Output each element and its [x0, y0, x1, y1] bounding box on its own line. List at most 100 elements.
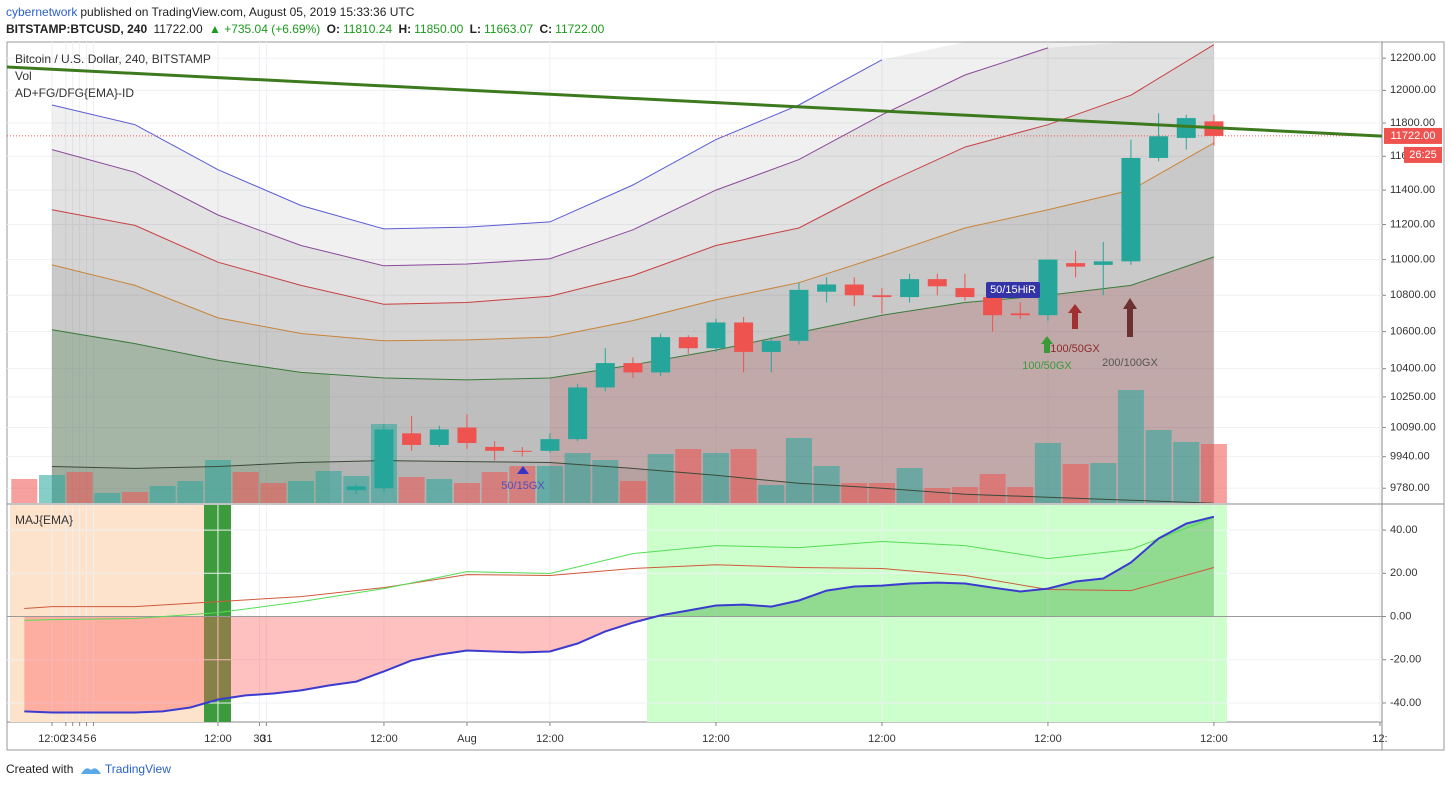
y-tick-label: 12200.00 — [1390, 52, 1436, 64]
volume-bar — [924, 488, 951, 503]
volume-bar — [1200, 444, 1227, 503]
ohlc-value: 11810.24 — [342, 22, 393, 36]
volume-bar — [1145, 430, 1172, 503]
volume-bar — [702, 453, 729, 503]
volume-bar — [260, 483, 287, 503]
indicator-label: AD+FG/DFG{EMA}-ID — [15, 86, 134, 100]
x-tick-label: 12:00 — [868, 733, 896, 745]
x-tick-label: 30 — [253, 733, 265, 745]
candle-body — [761, 340, 781, 352]
y-tick-label: -20.00 — [1390, 654, 1421, 666]
indicator-line — [24, 564, 1215, 609]
x-tick-label: 12: — [1372, 733, 1387, 745]
change: ▲ +735.04 (+6.69%) — [208, 22, 321, 36]
volume-bar — [896, 468, 923, 503]
volume-bar — [1007, 487, 1034, 503]
candle-body — [734, 322, 754, 352]
candle-body — [512, 450, 532, 452]
y-tick-label: 11800.00 — [1390, 117, 1435, 129]
ohlc-key: L: — [469, 22, 481, 36]
x-tick-label: 12:00 — [1200, 733, 1228, 745]
author[interactable]: cybernetwork — [6, 5, 78, 19]
trendline — [7, 65, 1382, 138]
volume-bar — [1034, 443, 1061, 503]
volume-bar — [675, 449, 702, 503]
candle-body — [1066, 263, 1086, 267]
chart-title: MAJ{EMA} — [15, 513, 73, 527]
signal-label: 100/50GX — [1050, 343, 1100, 355]
volume-bar — [121, 492, 148, 503]
candle-body — [402, 433, 422, 445]
symbol: BITSTAMP:BTCUSD, 240 — [6, 22, 148, 36]
y-tick-label: 11000.00 — [1390, 253, 1435, 265]
volume-bar — [841, 483, 868, 503]
ohlc-value: 11850.00 — [414, 22, 464, 36]
candle-body — [540, 439, 560, 451]
band-fill — [51, 42, 1214, 503]
band-fill — [51, 329, 330, 503]
volume-bar — [38, 475, 65, 503]
volume-bar — [426, 479, 453, 503]
x-tick-label: 3 — [70, 733, 76, 745]
y-tick-label: 10250.00 — [1390, 391, 1436, 403]
signal-label: 50/15GX — [501, 480, 545, 492]
volume-bar — [481, 472, 508, 503]
volume-bar — [11, 479, 38, 503]
y-tick-label: 10800.00 — [1390, 289, 1436, 301]
signal-zone — [10, 505, 204, 722]
signal-arrow — [1041, 336, 1053, 353]
candle-body — [955, 288, 975, 298]
ohlc-value: 11663.07 — [483, 22, 534, 36]
band-fill — [51, 256, 1214, 503]
candle-body — [872, 295, 892, 298]
footer: Created with TradingView — [6, 762, 174, 776]
footer-text: Created with — [6, 762, 74, 776]
signal-label: 200/100GX — [1102, 357, 1158, 369]
volume-bar — [1090, 463, 1117, 503]
volume-bar — [177, 481, 204, 503]
price: 11722.00 — [153, 22, 203, 36]
y-tick-label: 12000.00 — [1390, 84, 1436, 96]
y-tick-label: 0.00 — [1390, 610, 1411, 622]
ohlc-key: H: — [398, 22, 412, 36]
chart-title: Bitcoin / U.S. Dollar, 240, BITSTAMP — [15, 52, 211, 66]
candle-body — [1038, 259, 1058, 316]
candle-body — [595, 363, 615, 388]
candle-body — [983, 297, 1003, 316]
candle-body — [1093, 261, 1113, 265]
candle-body — [568, 387, 588, 440]
logo — [80, 768, 101, 774]
x-tick-label: 12:00 — [536, 733, 564, 745]
signal-label: 50/15HiR — [990, 284, 1036, 296]
candle-body — [678, 337, 698, 349]
volume-bar — [453, 483, 480, 503]
volume-bar — [564, 453, 591, 503]
volume-bar — [149, 486, 176, 503]
signal-arrow — [1123, 298, 1137, 337]
ohlc-value: 11722.00 — [555, 22, 605, 36]
signal-label: 100/50GX — [1022, 360, 1072, 372]
volume-bar — [94, 493, 121, 503]
volume-bar — [979, 474, 1006, 503]
x-tick-label: 12:00 — [1034, 733, 1062, 745]
volume-bar — [536, 466, 563, 503]
frame — [6, 41, 1445, 751]
price-tag-label: 11722.00 — [1390, 130, 1435, 142]
candle-body — [817, 284, 837, 292]
footer-brand[interactable]: TradingView — [104, 762, 171, 776]
candle-body — [1010, 313, 1030, 316]
candle-body — [900, 279, 920, 298]
signal-box — [986, 282, 1040, 298]
band-fill — [550, 257, 1213, 503]
area-negative — [24, 616, 1214, 713]
candle-body — [485, 446, 505, 451]
x-tick-label: 12:00 — [38, 733, 66, 745]
header-line: cybernetwork published on TradingView.com… — [6, 5, 417, 19]
candle-body — [346, 486, 366, 491]
volume-bar — [398, 477, 425, 503]
signal-arrow — [517, 466, 529, 474]
ohlc-key: O: — [326, 22, 340, 36]
candle-body — [789, 289, 809, 341]
y-tick-label: 10400.00 — [1390, 363, 1436, 375]
